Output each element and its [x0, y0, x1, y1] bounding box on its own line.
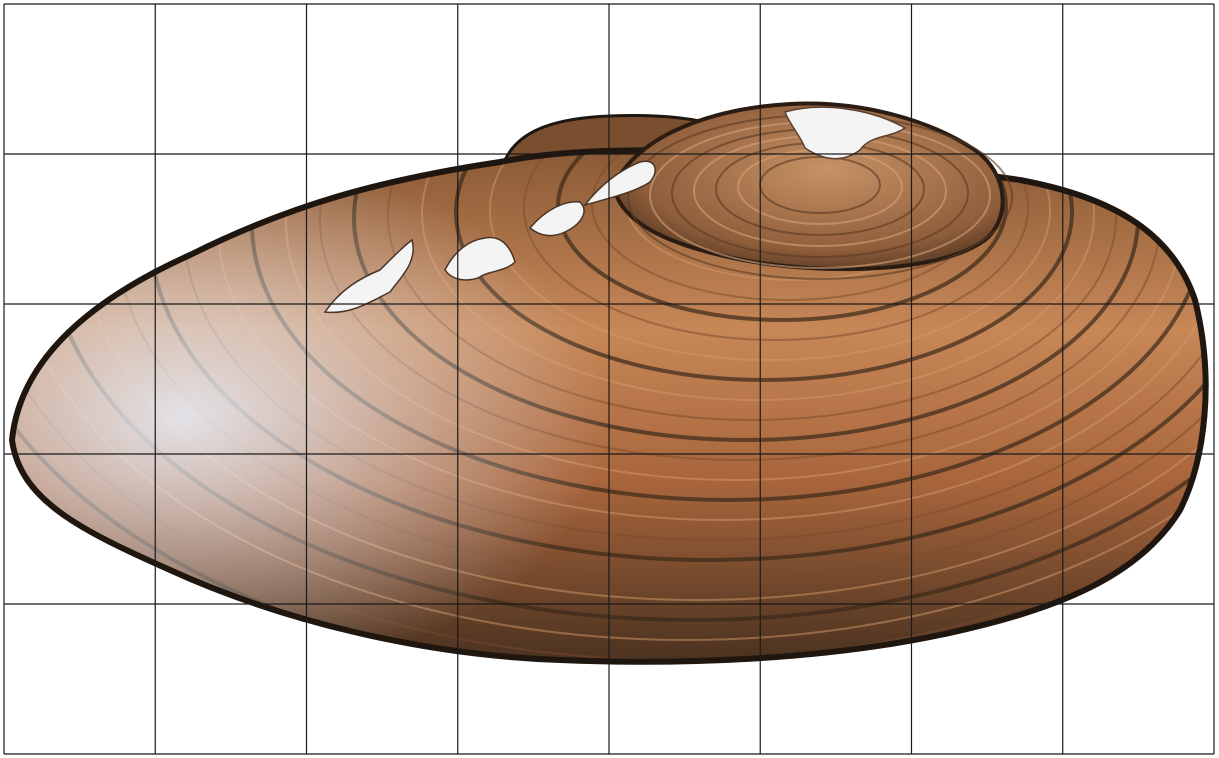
shell-umbo — [613, 101, 1013, 280]
reference-grid — [3, 3, 1215, 755]
worn-periostracum-patches — [323, 160, 656, 314]
worn-umbo-patch — [784, 106, 907, 160]
